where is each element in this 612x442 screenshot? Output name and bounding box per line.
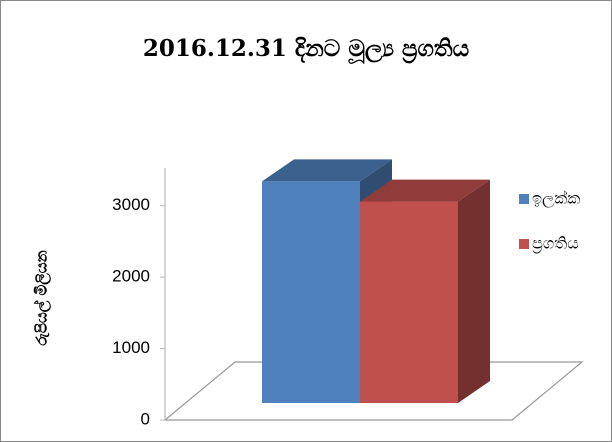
legend-swatch xyxy=(519,194,529,204)
y-axis-label: රුපියල් මිලියන xyxy=(32,250,51,345)
bar-top xyxy=(262,159,392,182)
bar-top xyxy=(360,179,490,202)
y-tick-label: 3000 xyxy=(112,195,150,214)
chart-title: 2016.12.31 දිනට මූල්‍ය ප්‍රගතිය xyxy=(143,35,470,64)
bar-side xyxy=(458,179,490,403)
legend-swatch xyxy=(519,239,529,249)
bar xyxy=(262,181,360,403)
bar xyxy=(360,201,458,403)
floor xyxy=(163,361,584,421)
y-tick-label: 2000 xyxy=(112,267,150,286)
legend-label: ඉලක්ක xyxy=(532,189,580,209)
y-tick-label: 0 xyxy=(141,409,150,428)
legend-label: ප්‍රගතිය xyxy=(532,234,579,254)
y-tick-label: 1000 xyxy=(112,338,150,357)
